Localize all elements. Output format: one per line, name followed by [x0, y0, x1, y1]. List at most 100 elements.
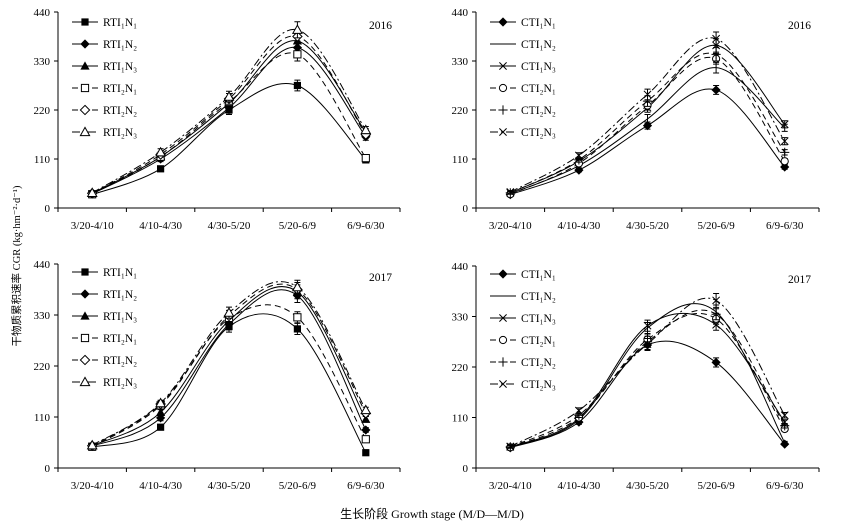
legend-label: CTI₂N₁: [521, 335, 556, 347]
data-point: [574, 406, 583, 415]
legend-label: RTI₂N₂: [103, 355, 137, 367]
x-tick-label: 6/9-6/30: [766, 220, 804, 232]
series-line: [91, 29, 367, 194]
data-point: [780, 162, 790, 172]
legend-label: CTI₂N₃: [521, 379, 556, 391]
legend-label: RTI₁N₃: [103, 61, 137, 73]
legend-marker: [79, 104, 91, 116]
series-line: [510, 37, 786, 193]
y-tick-label: 110: [452, 154, 469, 166]
series-6: [506, 293, 789, 451]
legend-marker: [80, 61, 90, 70]
panel-4: 0 110 220 330 440 3/20-4/10 4/10-4/30 4/30-5/20…: [452, 261, 820, 492]
legend-label: RTI₁N₃: [103, 311, 137, 323]
data-point: [86, 439, 98, 450]
x-tick-label: 5/20-6/9: [279, 220, 317, 232]
y-tick-label: 220: [34, 105, 51, 117]
x-tick-label: 4/30-5/20: [626, 220, 669, 232]
legend-marker: [80, 311, 90, 320]
y-tick-label: 110: [452, 413, 469, 425]
legend-label: CTI₂N₂: [521, 105, 556, 117]
data-point: [712, 34, 721, 43]
x-tick-label: 4/10-4/30: [139, 480, 182, 492]
legend-label: CTI₁N₂: [521, 291, 556, 303]
legend-label: RTI₁N₂: [103, 39, 137, 51]
legend-marker: [80, 83, 90, 93]
x-tick-label: 3/20-4/10: [71, 480, 114, 492]
legend-marker: [79, 354, 91, 366]
data-point: [156, 407, 166, 416]
legend-label: RTI₂N₃: [103, 377, 137, 389]
year-label: 2017: [788, 274, 811, 286]
panels-group: 0 110 220 330 440 3/20-4/10 4/10-4/30 4/30-5/20…: [34, 7, 820, 492]
x-tick-label: 3/20-4/10: [489, 480, 532, 492]
data-point: [360, 124, 372, 135]
y-tick-label: 0: [45, 463, 51, 475]
legend-label: RTI₂N₁: [103, 83, 137, 95]
legend-marker: [80, 333, 90, 343]
series-line: [510, 52, 786, 194]
data-point: [155, 146, 167, 157]
legend-marker: [498, 357, 508, 367]
data-point: [155, 397, 167, 408]
data-point: [506, 442, 515, 451]
y-tick-label: 440: [34, 259, 51, 271]
y-tick-label: 0: [463, 203, 469, 215]
y-tick-label: 110: [34, 412, 51, 424]
x-tick-label: 4/30-5/20: [208, 480, 251, 492]
data-point: [223, 307, 235, 317]
legend-label: CTI₂N₁: [521, 83, 556, 95]
y-tick-label: 0: [45, 203, 51, 215]
x-tick-label: 4/30-5/20: [626, 480, 669, 492]
x-tick-label: 5/20-6/9: [697, 480, 735, 492]
legend-marker: [80, 39, 90, 49]
legend-marker: [81, 18, 89, 26]
data-point: [291, 24, 303, 34]
legend-marker: [79, 126, 91, 137]
data-point: [157, 165, 165, 173]
data-point: [780, 157, 789, 166]
x-axis-title: 生长阶段 Growth stage (M/D—M/D): [340, 506, 524, 521]
series-line: [91, 35, 367, 194]
series-line: [510, 309, 786, 448]
series-6: [86, 279, 372, 450]
legend-label: RTI₂N₁: [103, 333, 137, 345]
y-tick-label: 220: [452, 362, 469, 374]
panel-2: 0 110 220 330 440 3/20-4/10 4/10-4/30 4/30-5/20…: [452, 7, 820, 232]
legend-label: CTI₁N₁: [521, 269, 556, 281]
legend-marker: [80, 289, 90, 299]
panel-3: 0 110 220 330 440 3/20-4/10 4/10-4/30 4/30-5/20…: [34, 259, 401, 492]
year-label: 2017: [369, 272, 392, 284]
legend-marker: [498, 335, 508, 345]
data-point: [711, 85, 721, 95]
panel-1: 0 110 220 330 440 3/20-4/10 4/10-4/30 4/30-5/20…: [34, 7, 401, 232]
data-point: [361, 414, 371, 423]
series-6: [86, 21, 372, 197]
data-point: [711, 309, 721, 319]
data-point: [291, 281, 303, 292]
data-point: [780, 147, 790, 157]
data-point: [780, 411, 789, 420]
error-bar: [644, 113, 651, 124]
data-point: [361, 425, 371, 435]
legend-marker: [499, 128, 507, 136]
data-point: [293, 81, 301, 90]
data-point: [643, 340, 652, 348]
x-tick-label: 3/20-4/10: [489, 220, 532, 232]
legend-label: RTI₂N₂: [103, 105, 137, 117]
y-tick-label: 440: [452, 7, 469, 19]
legend-marker: [498, 83, 508, 93]
data-point: [643, 90, 652, 99]
data-point: [360, 404, 372, 415]
legend-label: CTI₂N₃: [521, 127, 556, 139]
y-tick-label: 330: [452, 56, 469, 68]
x-tick-label: 4/10-4/30: [558, 480, 601, 492]
data-point: [361, 435, 370, 444]
data-point: [780, 421, 790, 431]
series-line: [510, 313, 786, 448]
x-tick-label: 4/10-4/30: [139, 220, 182, 232]
x-tick-label: 3/20-4/10: [71, 220, 114, 232]
year-label: 2016: [369, 20, 392, 32]
legend: CTI₁N₁ CTI₁N₂ CTI₁N₃ CTI₂N₁ CTI₂N₂ CTI₂N₃: [490, 269, 556, 391]
